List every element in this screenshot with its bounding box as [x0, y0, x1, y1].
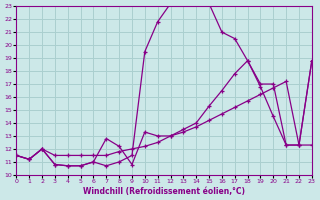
X-axis label: Windchill (Refroidissement éolien,°C): Windchill (Refroidissement éolien,°C) [83, 187, 245, 196]
